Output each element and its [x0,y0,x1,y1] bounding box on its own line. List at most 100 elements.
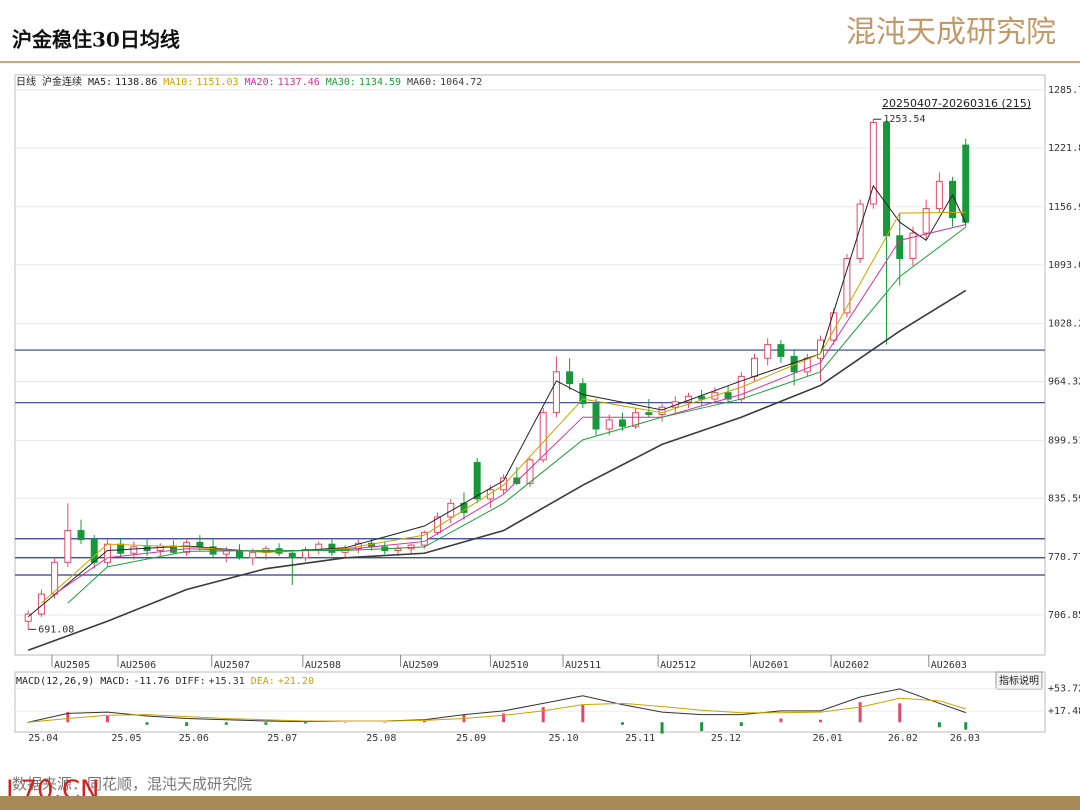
y-tick-label: 1156.99 [1048,202,1080,213]
candle-body [90,539,98,563]
candle-body [592,403,600,430]
candle-body [526,459,534,484]
macd-bar [66,712,70,723]
x-tick-label: AU2512 [660,660,696,671]
candle-body [764,344,772,359]
macd-bar [224,722,228,725]
candle-body [473,462,481,500]
moving-average-line [67,226,967,604]
macd-bar [264,722,268,725]
macd-bar [964,722,968,730]
y-tick-label: 835.59 [1048,493,1080,504]
candle-body [288,552,296,559]
candle-body [896,235,904,259]
y-tick-label: +17.48 [1048,706,1080,717]
candle-body [513,477,521,484]
macd-bar [105,715,109,723]
candle-body [24,613,32,622]
candle-body [632,412,640,427]
legend-name: MA10: [163,77,193,88]
x-tick-label: 25.07 [267,733,297,744]
candle-body [235,550,243,559]
legend-name: DIFF: [176,676,206,687]
x-tick-label: AU2506 [120,660,156,671]
moving-average-line [41,211,966,604]
legend-value: +21.20 [278,676,314,687]
legend-name: MA60: [407,77,437,88]
candle-body [909,232,917,259]
macd-bar [145,722,149,725]
candle-body [117,543,125,554]
legend-name: MA20: [245,77,275,88]
indicator-help-label[interactable]: 指标说明 [999,674,1039,687]
candle-body [394,548,402,552]
legend-value: 1134.59 [359,77,401,88]
candle-body [539,412,547,461]
indicator-help-button[interactable] [995,671,1043,690]
x-tick-label: 25.08 [366,733,396,744]
macd-bar [422,720,426,723]
legend-name: DEA: [251,676,275,687]
logo: 混沌天成研究院 [846,15,1056,50]
x-tick-label: AU2603 [931,660,967,671]
macd-bar [700,722,704,732]
candle-body [566,371,574,385]
candle-body [420,531,428,546]
x-tick-label: AU2505 [54,660,90,671]
x-tick-label: 25.05 [111,733,141,744]
candle-body [579,383,587,405]
macd-bar [581,704,585,723]
footer-bar [0,796,1080,810]
macd-bar [185,722,189,727]
macd-bar [26,722,30,723]
legend-value: 1138.86 [115,77,157,88]
macd-bar [660,722,664,734]
y-tick-label: 770.77 [1048,552,1080,563]
x-tick-label: 25.04 [28,733,58,744]
x-tick-label: AU2507 [214,660,250,671]
legend-value: 1137.46 [278,77,320,88]
x-tick-label: 25.10 [548,733,578,744]
candle-body [645,412,653,415]
moving-average-line [54,224,966,595]
candle-body [156,545,164,552]
main-frame [14,74,1046,656]
macd-bar [819,719,823,723]
x-tick-label: 25.11 [625,733,655,744]
macd-line [28,697,966,723]
y-tick-label: 1093.06 [1048,260,1080,271]
legend-value: 1151.03 [196,77,238,88]
candle-body [500,477,508,491]
candle-body [486,489,494,500]
candle-body [552,371,560,414]
x-tick-label: AU2508 [305,660,341,671]
macd-bar [383,722,387,723]
macd-bar [343,722,347,723]
candle-body [407,544,415,550]
y-tick-label: +53.72 [1048,683,1080,694]
macd-bar [304,722,308,724]
candle-body [209,546,217,555]
macd-title: MACD(12,26,9) [16,676,94,687]
candle-body [698,395,706,400]
candle-body [922,208,930,234]
legend-name: MA30: [326,77,356,88]
candle-body [64,530,72,563]
candle-body [869,121,877,205]
y-tick-label: 706.85 [1048,610,1080,621]
x-tick-label: 26.03 [950,733,980,744]
legend-name: MA5: [88,77,112,88]
macd-bar [779,718,783,723]
instrument-name: 沪金连续 [42,75,82,88]
x-tick-label: 25.12 [711,733,741,744]
y-tick-label: 1285.72 [1048,85,1080,96]
candle-body [750,357,758,377]
legend-name: MACD: [100,676,130,687]
candle-body [658,406,666,415]
legend-value: -11.76 [133,676,169,687]
macd-bar [739,722,743,727]
x-tick-label: 26.01 [813,733,843,744]
candle-body [249,551,257,559]
